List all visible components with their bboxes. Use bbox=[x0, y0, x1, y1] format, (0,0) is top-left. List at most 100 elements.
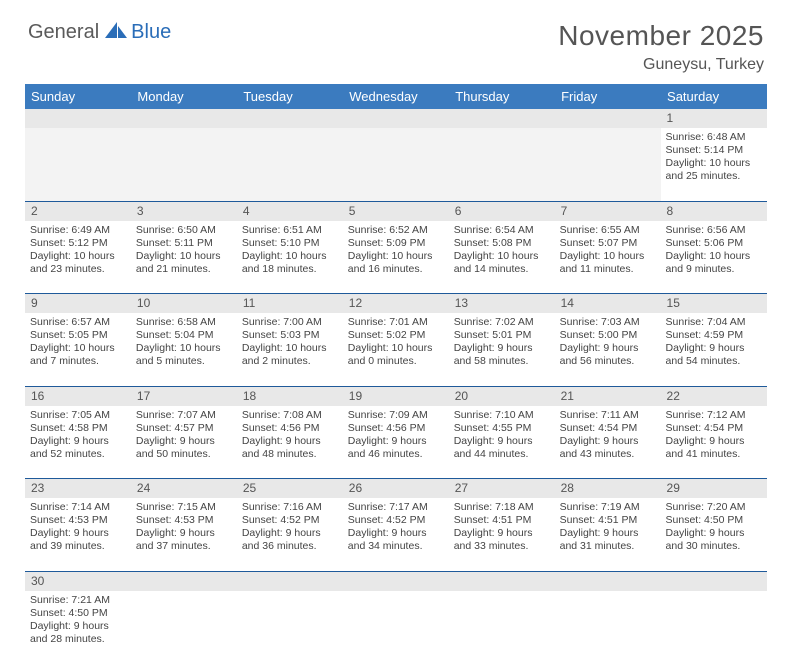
sunset-text: Sunset: 5:14 PM bbox=[666, 144, 762, 157]
day-number-cell: 17 bbox=[131, 386, 237, 406]
weekday-header: Friday bbox=[555, 84, 661, 109]
sunrise-text: Sunrise: 7:19 AM bbox=[560, 501, 656, 514]
day-cell: Sunrise: 7:02 AMSunset: 5:01 PMDaylight:… bbox=[449, 313, 555, 386]
day-number-cell: 24 bbox=[131, 479, 237, 499]
day-number-cell bbox=[343, 571, 449, 591]
sunrise-text: Sunrise: 6:55 AM bbox=[560, 224, 656, 237]
day-cell: Sunrise: 6:58 AMSunset: 5:04 PMDaylight:… bbox=[131, 313, 237, 386]
sunrise-text: Sunrise: 7:18 AM bbox=[454, 501, 550, 514]
day-number-cell bbox=[237, 571, 343, 591]
daylight-text: Daylight: 9 hours and 30 minutes. bbox=[666, 527, 762, 553]
day-cell: Sunrise: 7:01 AMSunset: 5:02 PMDaylight:… bbox=[343, 313, 449, 386]
sunrise-text: Sunrise: 7:16 AM bbox=[242, 501, 338, 514]
day-cell: Sunrise: 7:20 AMSunset: 4:50 PMDaylight:… bbox=[661, 498, 767, 571]
sunset-text: Sunset: 5:02 PM bbox=[348, 329, 444, 342]
day-cell: Sunrise: 6:55 AMSunset: 5:07 PMDaylight:… bbox=[555, 221, 661, 294]
day-number-cell bbox=[131, 571, 237, 591]
sunset-text: Sunset: 5:09 PM bbox=[348, 237, 444, 250]
daylight-text: Daylight: 9 hours and 33 minutes. bbox=[454, 527, 550, 553]
daylight-text: Daylight: 9 hours and 34 minutes. bbox=[348, 527, 444, 553]
weekday-header: Thursday bbox=[449, 84, 555, 109]
sunset-text: Sunset: 5:11 PM bbox=[136, 237, 232, 250]
calendar-body: 1Sunrise: 6:48 AMSunset: 5:14 PMDaylight… bbox=[25, 109, 767, 664]
daylight-text: Daylight: 9 hours and 31 minutes. bbox=[560, 527, 656, 553]
day-number-cell: 9 bbox=[25, 294, 131, 314]
day-number-cell bbox=[131, 109, 237, 128]
day-cell: Sunrise: 7:12 AMSunset: 4:54 PMDaylight:… bbox=[661, 406, 767, 479]
daylight-text: Daylight: 10 hours and 23 minutes. bbox=[30, 250, 126, 276]
day-number-cell: 1 bbox=[661, 109, 767, 128]
sunset-text: Sunset: 4:56 PM bbox=[348, 422, 444, 435]
header: General Blue November 2025 Guneysu, Turk… bbox=[0, 0, 792, 84]
day-number-cell: 22 bbox=[661, 386, 767, 406]
sunset-text: Sunset: 5:10 PM bbox=[242, 237, 338, 250]
day-cell bbox=[343, 591, 449, 664]
day-number-cell: 25 bbox=[237, 479, 343, 499]
sunrise-text: Sunrise: 7:02 AM bbox=[454, 316, 550, 329]
sunrise-text: Sunrise: 6:50 AM bbox=[136, 224, 232, 237]
day-cell bbox=[343, 128, 449, 201]
day-number-row: 1 bbox=[25, 109, 767, 128]
sunset-text: Sunset: 5:00 PM bbox=[560, 329, 656, 342]
logo-text-2: Blue bbox=[131, 21, 171, 44]
day-cell: Sunrise: 6:48 AMSunset: 5:14 PMDaylight:… bbox=[661, 128, 767, 201]
day-number-row: 16171819202122 bbox=[25, 386, 767, 406]
day-cell bbox=[449, 128, 555, 201]
day-number-row: 9101112131415 bbox=[25, 294, 767, 314]
sunrise-text: Sunrise: 7:21 AM bbox=[30, 594, 126, 607]
day-cell: Sunrise: 7:03 AMSunset: 5:00 PMDaylight:… bbox=[555, 313, 661, 386]
day-number-row: 23242526272829 bbox=[25, 479, 767, 499]
month-title: November 2025 bbox=[558, 20, 764, 52]
sunset-text: Sunset: 5:07 PM bbox=[560, 237, 656, 250]
day-cell: Sunrise: 7:04 AMSunset: 4:59 PMDaylight:… bbox=[661, 313, 767, 386]
daylight-text: Daylight: 10 hours and 18 minutes. bbox=[242, 250, 338, 276]
day-cell: Sunrise: 6:50 AMSunset: 5:11 PMDaylight:… bbox=[131, 221, 237, 294]
weekday-header-row: SundayMondayTuesdayWednesdayThursdayFrid… bbox=[25, 84, 767, 109]
weekday-header: Saturday bbox=[661, 84, 767, 109]
sunset-text: Sunset: 4:58 PM bbox=[30, 422, 126, 435]
sunrise-text: Sunrise: 7:12 AM bbox=[666, 409, 762, 422]
sunset-text: Sunset: 4:52 PM bbox=[242, 514, 338, 527]
day-number-cell: 8 bbox=[661, 201, 767, 221]
sunset-text: Sunset: 4:54 PM bbox=[666, 422, 762, 435]
daylight-text: Daylight: 9 hours and 39 minutes. bbox=[30, 527, 126, 553]
sunrise-text: Sunrise: 7:03 AM bbox=[560, 316, 656, 329]
weekday-header: Monday bbox=[131, 84, 237, 109]
day-number-cell: 7 bbox=[555, 201, 661, 221]
day-cell: Sunrise: 7:16 AMSunset: 4:52 PMDaylight:… bbox=[237, 498, 343, 571]
day-cell: Sunrise: 7:00 AMSunset: 5:03 PMDaylight:… bbox=[237, 313, 343, 386]
daylight-text: Daylight: 10 hours and 7 minutes. bbox=[30, 342, 126, 368]
day-cell bbox=[661, 591, 767, 664]
day-cell: Sunrise: 7:15 AMSunset: 4:53 PMDaylight:… bbox=[131, 498, 237, 571]
day-cell: Sunrise: 6:54 AMSunset: 5:08 PMDaylight:… bbox=[449, 221, 555, 294]
sunset-text: Sunset: 4:53 PM bbox=[136, 514, 232, 527]
day-number-cell: 2 bbox=[25, 201, 131, 221]
sunset-text: Sunset: 4:50 PM bbox=[666, 514, 762, 527]
daylight-text: Daylight: 10 hours and 2 minutes. bbox=[242, 342, 338, 368]
day-number-cell bbox=[555, 571, 661, 591]
sunset-text: Sunset: 4:51 PM bbox=[560, 514, 656, 527]
daylight-text: Daylight: 9 hours and 54 minutes. bbox=[666, 342, 762, 368]
sunrise-text: Sunrise: 7:07 AM bbox=[136, 409, 232, 422]
day-cell: Sunrise: 7:21 AMSunset: 4:50 PMDaylight:… bbox=[25, 591, 131, 664]
sunset-text: Sunset: 5:08 PM bbox=[454, 237, 550, 250]
daylight-text: Daylight: 9 hours and 58 minutes. bbox=[454, 342, 550, 368]
sunrise-text: Sunrise: 6:49 AM bbox=[30, 224, 126, 237]
sunrise-text: Sunrise: 7:20 AM bbox=[666, 501, 762, 514]
day-cell bbox=[555, 591, 661, 664]
daylight-text: Daylight: 10 hours and 9 minutes. bbox=[666, 250, 762, 276]
day-cell bbox=[449, 591, 555, 664]
day-number-cell: 12 bbox=[343, 294, 449, 314]
sunset-text: Sunset: 4:56 PM bbox=[242, 422, 338, 435]
sunset-text: Sunset: 5:03 PM bbox=[242, 329, 338, 342]
day-number-cell: 14 bbox=[555, 294, 661, 314]
sunset-text: Sunset: 4:50 PM bbox=[30, 607, 126, 620]
day-cell: Sunrise: 7:10 AMSunset: 4:55 PMDaylight:… bbox=[449, 406, 555, 479]
daylight-text: Daylight: 9 hours and 50 minutes. bbox=[136, 435, 232, 461]
sunrise-text: Sunrise: 6:57 AM bbox=[30, 316, 126, 329]
day-number-cell: 27 bbox=[449, 479, 555, 499]
day-number-cell: 15 bbox=[661, 294, 767, 314]
day-number-cell: 19 bbox=[343, 386, 449, 406]
day-number-cell: 3 bbox=[131, 201, 237, 221]
day-number-cell bbox=[25, 109, 131, 128]
